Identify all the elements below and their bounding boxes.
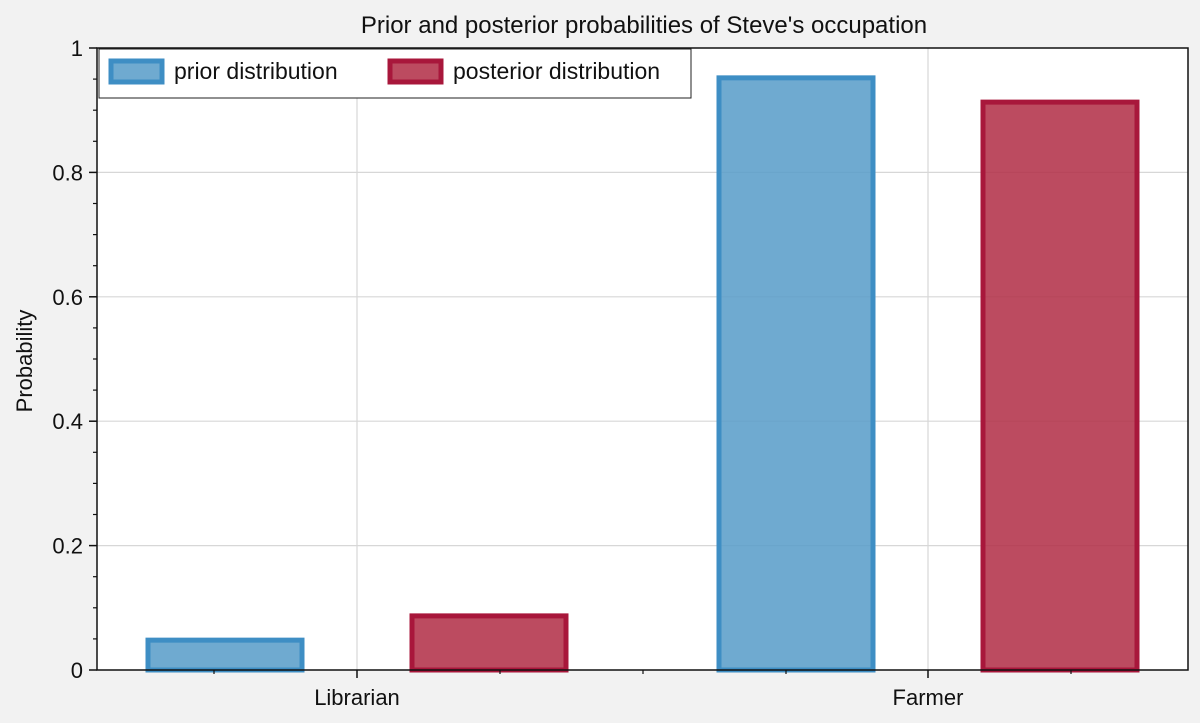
- y-tick-label: 0.4: [52, 409, 83, 434]
- axes: 0 0.2 0.4 0.6 0.8 1 Librarian Farmer: [52, 36, 1072, 710]
- legend-label-posterior-distribution: posterior distribution: [453, 58, 660, 84]
- y-tick-label: 1: [71, 36, 83, 61]
- bars: [145, 75, 1140, 673]
- legend-label-prior-distribution: prior distribution: [174, 58, 338, 84]
- bar-posterior-distribution-librarian: [409, 613, 569, 673]
- chart-title: Prior and posterior probabilities of Ste…: [361, 12, 927, 39]
- legend-swatch-prior-distribution: [108, 58, 165, 85]
- y-tick-label: 0.8: [52, 160, 83, 185]
- y-tick-label: 0.6: [52, 285, 83, 310]
- legend-swatch-posterior-distribution: [387, 58, 444, 85]
- x-tick-label: Librarian: [314, 685, 400, 710]
- bar-posterior-distribution-farmer: [980, 99, 1140, 673]
- y-tick-label: 0.2: [52, 534, 83, 559]
- bar-prior-distribution-farmer: [716, 75, 876, 673]
- x-tick-label: Farmer: [893, 685, 964, 710]
- y-axis-label: Probability: [12, 310, 37, 413]
- legend: prior distribution posterior distributio…: [98, 48, 692, 99]
- y-tick-label: 0: [71, 658, 83, 683]
- bar-prior-distribution-librarian: [145, 637, 305, 673]
